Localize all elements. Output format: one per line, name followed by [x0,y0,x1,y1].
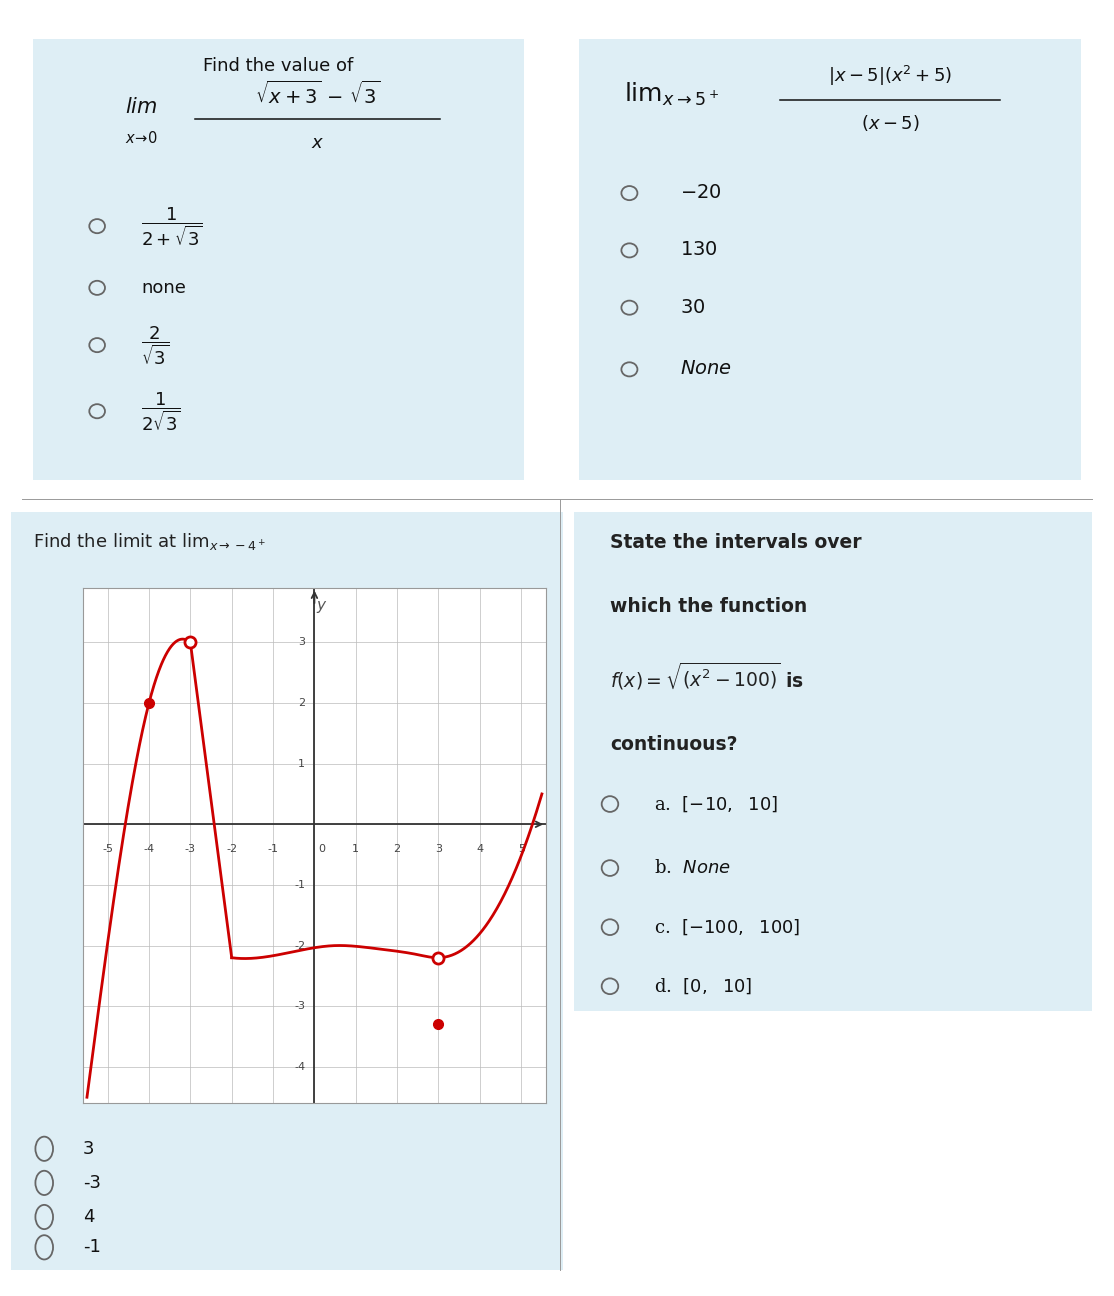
Text: 3: 3 [434,844,442,854]
Text: y: y [316,599,325,613]
Text: 3: 3 [82,1139,95,1157]
Text: 3: 3 [299,638,305,647]
Text: b.  $\mathit{None}$: b. $\mathit{None}$ [654,859,731,877]
Text: c.  $[-100,\ \ 100]$: c. $[-100,\ \ 100]$ [654,918,801,937]
Text: $x \!\to\! 0$: $x \!\to\! 0$ [125,130,157,146]
Text: -2: -2 [294,941,305,950]
Text: $\mathrm{lim}_{x\to 5^+}$: $\mathrm{lim}_{x\to 5^+}$ [624,80,720,108]
Text: none: none [141,279,186,297]
Text: d.  $[0,\ \ 10]$: d. $[0,\ \ 10]$ [654,976,752,997]
Text: $30$: $30$ [680,298,705,316]
Text: $\sqrt{x+3}\,-\,\sqrt{3}$: $\sqrt{x+3}\,-\,\sqrt{3}$ [255,80,380,108]
Text: -4: -4 [144,844,155,854]
Text: $130$: $130$ [680,241,717,259]
Text: 1: 1 [352,844,360,854]
Text: -1: -1 [294,880,305,890]
Text: 5: 5 [518,844,525,854]
Text: 4: 4 [477,844,483,854]
Text: State the intervals over: State the intervals over [610,533,861,552]
Text: Find the limit at $\mathrm{lim}_{x\to -4^+}$: Find the limit at $\mathrm{lim}_{x\to -4… [33,531,266,552]
Text: $x$: $x$ [311,135,324,153]
Text: 0: 0 [319,844,325,854]
Text: $\dfrac{1}{2+\sqrt{3}}$: $\dfrac{1}{2+\sqrt{3}}$ [141,205,203,248]
Text: 2: 2 [393,844,401,854]
Text: Find the value of: Find the value of [204,57,353,74]
Text: -3: -3 [185,844,196,854]
Text: $\mathit{lim}$: $\mathit{lim}$ [125,97,157,117]
Text: -3: -3 [82,1174,101,1192]
Text: 1: 1 [299,758,305,769]
Text: $(x-5)$: $(x-5)$ [861,114,919,133]
Text: -5: -5 [102,844,114,854]
Text: -4: -4 [294,1061,305,1072]
Text: -1: -1 [267,844,278,854]
Text: -2: -2 [226,844,237,854]
Text: -3: -3 [294,1002,305,1011]
Text: a.  $[-10,\ \ 10]$: a. $[-10,\ \ 10]$ [654,794,779,814]
Text: $f(x) = \sqrt{(x^2 - 100)}$ is: $f(x) = \sqrt{(x^2 - 100)}$ is [610,661,804,692]
Text: $\mathit{None}$: $\mathit{None}$ [680,360,732,378]
Text: $|x-5|(x^2+5)$: $|x-5|(x^2+5)$ [828,65,952,88]
Text: $\dfrac{1}{2\sqrt{3}}$: $\dfrac{1}{2\sqrt{3}}$ [141,390,182,433]
Text: 4: 4 [82,1208,95,1226]
Text: continuous?: continuous? [610,735,737,754]
Text: $-20$: $-20$ [680,184,721,202]
Text: -1: -1 [82,1239,100,1256]
Text: 2: 2 [299,699,305,708]
Text: $\dfrac{2}{\sqrt{3}}$: $\dfrac{2}{\sqrt{3}}$ [141,324,169,367]
Text: which the function: which the function [610,597,808,616]
